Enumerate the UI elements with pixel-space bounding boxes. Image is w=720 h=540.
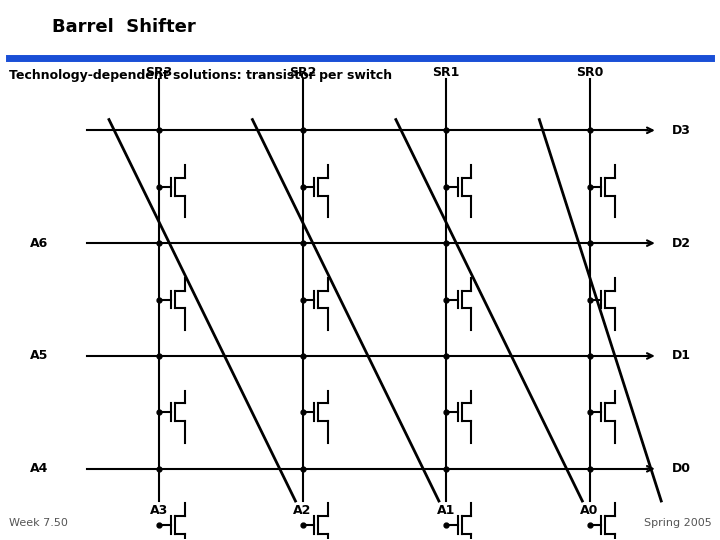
Text: Week 7.50: Week 7.50 <box>9 518 68 528</box>
Text: D0: D0 <box>672 462 691 475</box>
Text: Spring 2005: Spring 2005 <box>644 518 711 528</box>
Text: A1: A1 <box>437 504 455 517</box>
Text: A5: A5 <box>30 349 48 362</box>
Text: D2: D2 <box>672 237 691 249</box>
Text: SR1: SR1 <box>433 66 460 79</box>
Text: A0: A0 <box>580 504 599 517</box>
Text: SR2: SR2 <box>289 66 316 79</box>
Text: A2: A2 <box>294 504 312 517</box>
Text: A6: A6 <box>30 237 48 249</box>
Text: Technology-dependent solutions: transistor per switch: Technology-dependent solutions: transist… <box>9 69 392 82</box>
Text: D1: D1 <box>672 349 691 362</box>
Text: SR0: SR0 <box>576 66 603 79</box>
Text: Barrel  Shifter: Barrel Shifter <box>52 17 195 36</box>
Text: D3: D3 <box>672 124 691 137</box>
Text: A4: A4 <box>30 462 48 475</box>
Text: SR3: SR3 <box>145 66 173 79</box>
Text: A3: A3 <box>150 504 168 517</box>
